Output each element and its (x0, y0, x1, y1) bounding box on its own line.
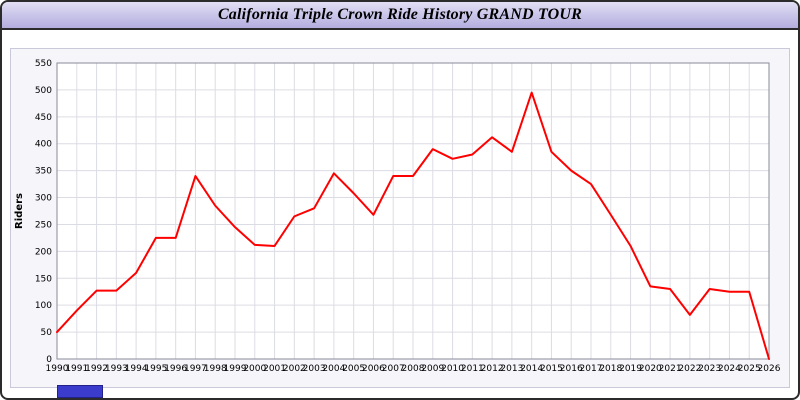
svg-text:1992: 1992 (85, 364, 108, 374)
svg-text:2018: 2018 (599, 364, 622, 374)
svg-text:2001: 2001 (263, 364, 286, 374)
svg-text:1993: 1993 (105, 364, 128, 374)
svg-text:2020: 2020 (639, 364, 662, 374)
svg-text:2019: 2019 (619, 364, 642, 374)
svg-text:2003: 2003 (303, 364, 326, 374)
svg-text:2026: 2026 (758, 364, 781, 374)
chart-panel: 1990 1991 1992 1993 1994 1995 1996 1997 1998 1999… (10, 48, 790, 388)
svg-text:2023: 2023 (698, 364, 721, 374)
svg-text:1998: 1998 (204, 364, 227, 374)
svg-text:2010: 2010 (441, 364, 464, 374)
svg-text:2021: 2021 (659, 364, 682, 374)
svg-text:1990: 1990 (46, 364, 69, 374)
svg-text:2024: 2024 (718, 364, 741, 374)
svg-text:1996: 1996 (164, 364, 187, 374)
title-bar: California Triple Crown Ride History GRA… (2, 2, 798, 30)
svg-text:2008: 2008 (402, 364, 425, 374)
svg-text:400: 400 (35, 140, 52, 150)
svg-text:2009: 2009 (421, 364, 444, 374)
svg-text:2022: 2022 (678, 364, 701, 374)
svg-text:2002: 2002 (283, 364, 306, 374)
svg-text:2006: 2006 (362, 364, 385, 374)
svg-text:2000: 2000 (243, 364, 266, 374)
svg-text:100: 100 (35, 301, 52, 311)
svg-text:2014: 2014 (520, 364, 543, 374)
svg-text:200: 200 (35, 247, 52, 257)
svg-text:1999: 1999 (224, 364, 247, 374)
bottom-blue-element[interactable] (57, 385, 103, 398)
svg-text:1991: 1991 (65, 364, 88, 374)
svg-text:1994: 1994 (125, 364, 148, 374)
svg-text:150: 150 (35, 274, 52, 284)
svg-text:50: 50 (41, 328, 53, 338)
svg-text:2017: 2017 (580, 364, 603, 374)
svg-text:2016: 2016 (560, 364, 583, 374)
y-axis-label: Riders (14, 193, 25, 229)
page-title: California Triple Crown Ride History GRA… (217, 6, 583, 23)
svg-text:2004: 2004 (322, 364, 345, 374)
svg-text:350: 350 (35, 167, 52, 177)
svg-text:1997: 1997 (184, 364, 207, 374)
svg-text:2015: 2015 (540, 364, 563, 374)
svg-text:1995: 1995 (144, 364, 167, 374)
chart-svg: 1990199119921993199419951996199719981999… (14, 59, 781, 374)
svg-text:2013: 2013 (500, 364, 523, 374)
svg-text:2005: 2005 (342, 364, 365, 374)
svg-text:2025: 2025 (738, 364, 761, 374)
svg-text:500: 500 (35, 86, 52, 96)
svg-text:250: 250 (35, 220, 52, 230)
svg-text:2007: 2007 (382, 364, 405, 374)
svg-text:2011: 2011 (461, 364, 484, 374)
svg-text:450: 450 (35, 113, 52, 123)
svg-text:2012: 2012 (481, 364, 504, 374)
svg-text:300: 300 (35, 194, 52, 204)
svg-text:550: 550 (35, 59, 52, 69)
svg-text:0: 0 (46, 355, 52, 365)
